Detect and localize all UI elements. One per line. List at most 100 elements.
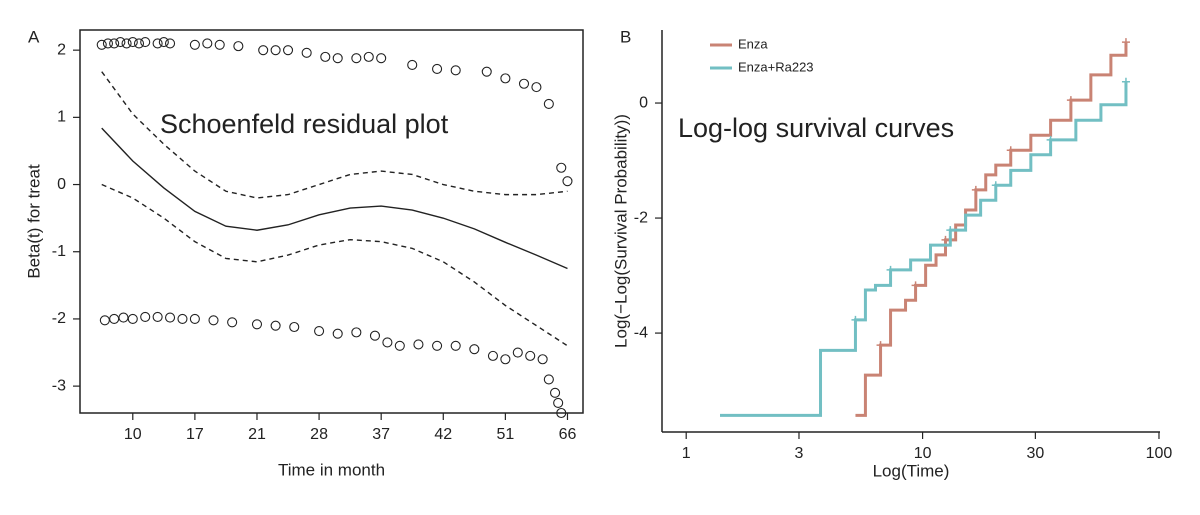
residual-point xyxy=(102,38,113,49)
x-tick-label: 100 xyxy=(1146,445,1173,462)
censor-mark xyxy=(1046,135,1055,144)
censor-mark xyxy=(971,185,980,194)
residual-point xyxy=(531,82,542,93)
survival-curve xyxy=(720,81,1128,417)
residual-point xyxy=(121,38,132,49)
residual-point xyxy=(115,37,126,48)
residual-point xyxy=(543,98,554,109)
y-tick-label: -2 xyxy=(634,209,648,226)
residual-point xyxy=(270,45,281,56)
censor-mark xyxy=(886,265,895,274)
residual-point xyxy=(227,317,238,328)
residual-point xyxy=(109,313,120,324)
residual-point xyxy=(301,47,312,58)
x-tick-label: 10 xyxy=(914,445,932,462)
residual-point xyxy=(189,313,200,324)
residual-point xyxy=(363,51,374,62)
censor-mark xyxy=(911,281,920,290)
residual-point xyxy=(518,78,530,89)
y-tick-label: -4 xyxy=(634,324,648,341)
residual-point xyxy=(537,354,548,365)
residual-point xyxy=(258,45,269,56)
residual-point xyxy=(553,397,564,408)
x-tick-label: 17 xyxy=(186,426,204,443)
residual-point xyxy=(152,311,163,322)
residual-point xyxy=(118,312,129,323)
residual-point xyxy=(450,340,461,351)
residual-point xyxy=(158,37,169,48)
x-tick-label: 51 xyxy=(496,426,514,443)
residual-point xyxy=(382,337,393,348)
residual-point xyxy=(133,38,145,49)
residual-point xyxy=(208,315,219,326)
residual-point xyxy=(500,73,511,84)
residual-point xyxy=(562,176,573,187)
fit-line xyxy=(101,127,568,270)
residual-point xyxy=(282,45,294,56)
residual-point xyxy=(407,59,418,70)
x-tick-label: 21 xyxy=(248,426,266,443)
confidence-band xyxy=(101,183,568,347)
residual-point xyxy=(481,66,492,77)
x-axis-label: Time in month xyxy=(278,460,385,479)
x-tick-label: 66 xyxy=(559,426,577,443)
residual-point xyxy=(314,325,325,337)
y-tick-label: 2 xyxy=(57,41,66,58)
residual-point xyxy=(140,37,151,48)
residual-point xyxy=(556,407,567,419)
panel-label: A xyxy=(28,27,40,46)
residual-point xyxy=(289,321,300,333)
residual-point xyxy=(127,37,138,48)
residual-point xyxy=(109,38,120,49)
residual-point xyxy=(127,313,138,324)
residual-point xyxy=(432,340,443,351)
residual-point xyxy=(413,339,424,350)
x-tick-label: 37 xyxy=(372,426,390,443)
y-tick-label: 1 xyxy=(57,109,66,126)
residual-point xyxy=(351,53,362,64)
y-tick-label: 0 xyxy=(639,94,648,111)
residual-point xyxy=(469,344,480,355)
residual-point xyxy=(332,328,343,339)
censor-mark xyxy=(941,235,950,244)
residual-point xyxy=(96,39,107,50)
x-axis-label: Log(Time) xyxy=(873,461,950,480)
residual-point xyxy=(432,63,443,75)
censor-mark xyxy=(1121,38,1130,47)
censor-mark xyxy=(946,226,955,235)
censor-mark xyxy=(1121,77,1130,86)
residual-point xyxy=(320,51,331,62)
censor-mark xyxy=(1006,146,1015,155)
annotation: Schoenfeld residual plot xyxy=(160,109,449,139)
residual-point xyxy=(270,320,281,331)
annotation: Log-log survival curves xyxy=(678,113,954,143)
plot-frame xyxy=(79,29,584,414)
x-tick-label: 3 xyxy=(795,445,804,462)
y-tick-label: -1 xyxy=(52,243,66,260)
x-tick-label: 42 xyxy=(434,426,452,443)
censor-mark xyxy=(1066,96,1075,105)
x-tick-label: 1 xyxy=(682,445,691,462)
residual-point xyxy=(233,41,244,52)
residual-point xyxy=(164,312,176,323)
residual-point xyxy=(369,330,381,341)
residual-point xyxy=(525,350,536,361)
residual-point xyxy=(376,53,387,64)
residual-point xyxy=(99,315,110,326)
y-axis-label: Beta(t) for treat xyxy=(24,164,43,279)
residual-point xyxy=(500,354,511,365)
residual-point xyxy=(450,65,461,76)
survival-curve xyxy=(855,42,1128,417)
residual-point xyxy=(140,311,151,322)
censor-mark xyxy=(876,341,885,350)
residual-point xyxy=(550,387,561,398)
y-tick-label: 0 xyxy=(57,176,66,193)
x-tick-label: 30 xyxy=(1026,445,1044,462)
y-axis-label: Log(−Log(Survival Probability)) xyxy=(611,114,630,348)
residual-point xyxy=(177,313,188,324)
y-tick-label: -2 xyxy=(52,310,66,327)
residual-point xyxy=(202,38,213,49)
censor-mark xyxy=(991,181,1000,190)
x-tick-label: 10 xyxy=(124,426,142,443)
